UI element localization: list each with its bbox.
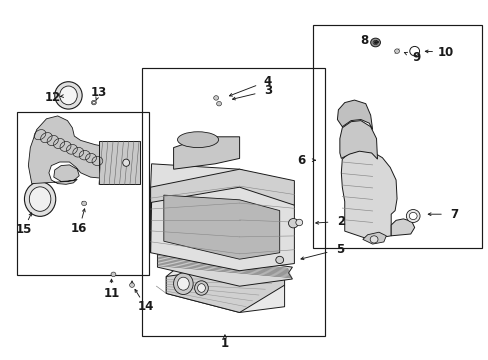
Ellipse shape — [408, 212, 416, 220]
Ellipse shape — [55, 82, 82, 109]
Ellipse shape — [275, 256, 283, 264]
Bar — [312, 25, 481, 248]
Text: 4: 4 — [264, 75, 271, 87]
Text: 14: 14 — [137, 300, 154, 313]
Ellipse shape — [295, 219, 302, 226]
Ellipse shape — [173, 273, 193, 294]
Ellipse shape — [394, 49, 399, 53]
Text: 8: 8 — [360, 34, 367, 47]
Ellipse shape — [60, 86, 77, 105]
Ellipse shape — [24, 182, 56, 216]
Bar — [17, 112, 149, 275]
Bar — [142, 68, 325, 336]
Ellipse shape — [373, 41, 376, 44]
Polygon shape — [362, 232, 386, 244]
Ellipse shape — [406, 210, 419, 222]
Text: 7: 7 — [450, 208, 458, 221]
Polygon shape — [339, 121, 377, 159]
Text: 12: 12 — [44, 91, 61, 104]
Ellipse shape — [177, 132, 218, 148]
Ellipse shape — [194, 281, 208, 295]
Polygon shape — [173, 137, 239, 169]
Text: 15: 15 — [15, 223, 32, 236]
Ellipse shape — [81, 201, 86, 206]
Ellipse shape — [29, 187, 51, 211]
Text: 1: 1 — [221, 337, 228, 350]
Ellipse shape — [197, 284, 205, 292]
Bar — [99, 141, 140, 184]
Polygon shape — [163, 195, 279, 259]
Polygon shape — [390, 219, 414, 236]
Ellipse shape — [409, 46, 419, 56]
Text: 2: 2 — [337, 215, 345, 228]
Text: 11: 11 — [103, 287, 120, 300]
Text: 9: 9 — [412, 51, 420, 64]
Polygon shape — [28, 116, 128, 184]
Polygon shape — [337, 100, 372, 130]
Ellipse shape — [122, 159, 129, 166]
Text: 13: 13 — [90, 86, 107, 99]
Ellipse shape — [288, 219, 298, 228]
Ellipse shape — [92, 101, 95, 104]
Ellipse shape — [91, 100, 96, 105]
Polygon shape — [150, 164, 294, 271]
Text: 16: 16 — [71, 222, 87, 235]
Text: 10: 10 — [437, 46, 453, 59]
Ellipse shape — [216, 102, 221, 106]
Ellipse shape — [111, 272, 116, 276]
Polygon shape — [341, 150, 396, 239]
Ellipse shape — [369, 236, 377, 243]
Text: 5: 5 — [335, 243, 343, 256]
Ellipse shape — [213, 96, 218, 100]
Ellipse shape — [372, 40, 377, 45]
Ellipse shape — [177, 277, 189, 290]
Polygon shape — [166, 266, 284, 312]
Polygon shape — [150, 169, 294, 253]
Ellipse shape — [129, 283, 134, 287]
Text: 6: 6 — [297, 154, 305, 167]
Ellipse shape — [370, 38, 380, 47]
Polygon shape — [166, 267, 284, 312]
Polygon shape — [157, 253, 292, 286]
Text: 3: 3 — [264, 84, 271, 97]
